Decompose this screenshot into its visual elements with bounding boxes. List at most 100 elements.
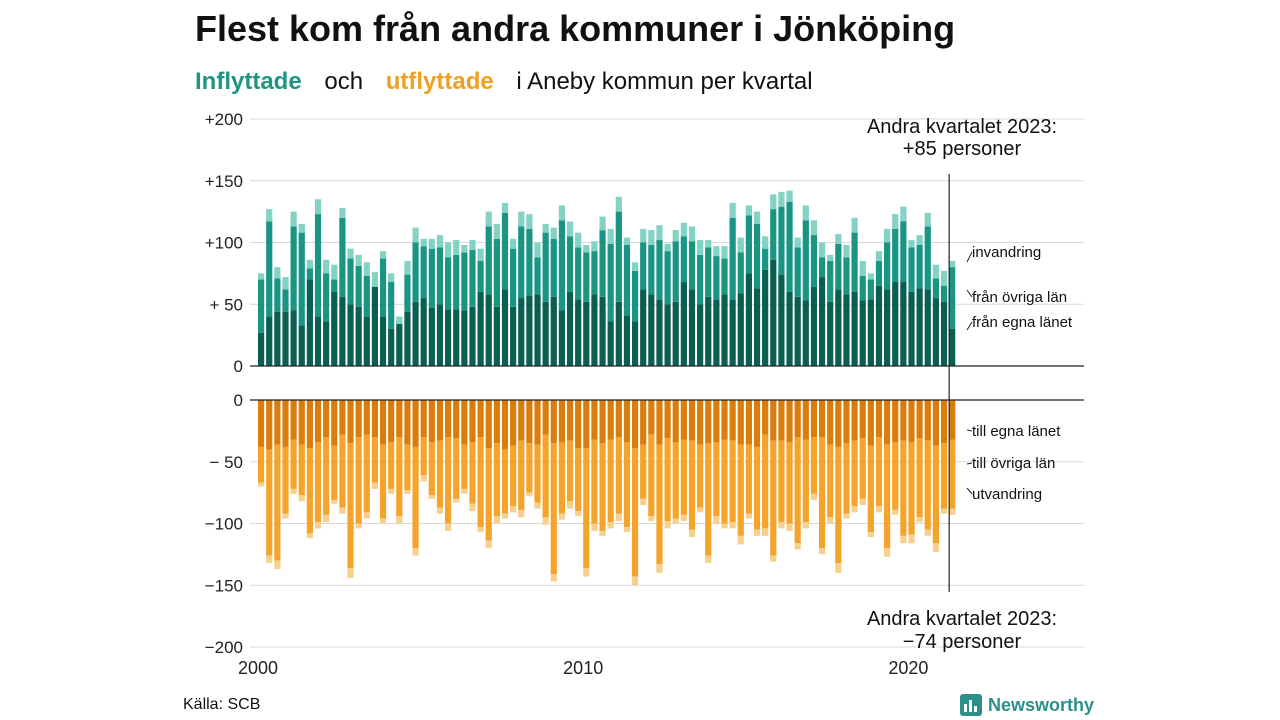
outflow-bar-egna bbox=[282, 400, 289, 447]
outflow-bar-ovriga bbox=[526, 443, 533, 493]
outflow-bar-egna bbox=[835, 400, 842, 447]
series-leader-line bbox=[966, 462, 973, 465]
outflow-bar-ovriga bbox=[631, 448, 639, 577]
inflow-bar-invandring bbox=[778, 191, 785, 207]
outflow-bar-utvandring bbox=[388, 488, 395, 494]
outflow-bar-utvandring bbox=[648, 516, 655, 522]
outflow-bar-utvandring bbox=[615, 513, 622, 522]
inflow-bar-egna bbox=[713, 299, 720, 366]
outflow-bar-utvandring bbox=[274, 560, 281, 570]
inflow-bar-egna bbox=[721, 294, 728, 366]
outflow-bar-egna bbox=[314, 400, 322, 442]
outflow-bar-utvandring bbox=[688, 529, 696, 538]
inflow-bar-egna bbox=[388, 328, 395, 366]
outflow-bar-ovriga bbox=[258, 446, 265, 483]
annotation-top-line2: +85 personer bbox=[903, 138, 1022, 160]
inflow-bar-egna bbox=[518, 298, 525, 366]
inflow-bar-invandring bbox=[664, 243, 671, 252]
inflow-bar-ovriga bbox=[298, 232, 305, 326]
outflow-bar-egna bbox=[705, 400, 712, 444]
inflow-bar-ovriga bbox=[672, 241, 679, 302]
inflow-bar-invandring bbox=[916, 235, 923, 245]
outflow-bar-utvandring bbox=[363, 512, 370, 519]
inflow-bar-invandring bbox=[518, 211, 525, 227]
inflow-bar-invandring bbox=[688, 226, 696, 242]
outflow-bar-egna bbox=[331, 400, 338, 446]
inflow-bar-invandring bbox=[949, 261, 956, 268]
outflow-bar-egna bbox=[648, 400, 655, 435]
inflow-bar-ovriga bbox=[282, 289, 289, 312]
outflow-bar-utvandring bbox=[258, 482, 265, 487]
inflow-bar-ovriga bbox=[737, 252, 744, 294]
inflow-bar-invandring bbox=[607, 228, 614, 244]
outflow-bar-ovriga bbox=[266, 449, 273, 556]
outflow-bar-egna bbox=[810, 400, 818, 438]
inflow-bar-ovriga bbox=[566, 236, 574, 292]
inflow-bar-invandring bbox=[282, 277, 289, 290]
outflow-bar-ovriga bbox=[274, 444, 281, 561]
inflow-bar-ovriga bbox=[786, 201, 793, 292]
outflow-bar-egna bbox=[436, 400, 444, 441]
outflow-bar-utvandring bbox=[713, 516, 720, 524]
inflow-bar-egna bbox=[453, 309, 460, 366]
outflow-bar-ovriga bbox=[656, 444, 663, 565]
inflow-bar-invandring bbox=[510, 238, 517, 249]
inflow-bar-invandring bbox=[501, 202, 509, 213]
subtitle-utflyttade: utflyttade bbox=[385, 68, 494, 95]
outflow-bar-utvandring bbox=[884, 548, 891, 557]
inflow-bar-egna bbox=[859, 300, 866, 366]
inflow-bar-invandring bbox=[640, 228, 647, 243]
inflow-bar-egna bbox=[892, 282, 899, 366]
outflow-bar-egna bbox=[518, 400, 525, 441]
outflow-bar-egna bbox=[323, 400, 330, 438]
inflow-bar-egna bbox=[323, 321, 330, 366]
inflow-bar-ovriga bbox=[729, 217, 736, 300]
inflow-bar-egna bbox=[697, 304, 704, 366]
inflow-bar-ovriga bbox=[949, 267, 956, 329]
outflow-bar-ovriga bbox=[875, 437, 883, 507]
outflow-bar-egna bbox=[851, 400, 858, 441]
inflow-bar-ovriga bbox=[306, 268, 313, 280]
outflow-bar-egna bbox=[908, 400, 915, 442]
inflow-bar-egna bbox=[347, 304, 354, 366]
inflow-bar-egna bbox=[900, 282, 907, 366]
outflow-bar-egna bbox=[558, 400, 566, 442]
outflow-bar-egna bbox=[388, 400, 395, 442]
inflow-bar-invandring bbox=[575, 232, 582, 248]
series-label: till övriga län bbox=[972, 455, 1055, 472]
inflow-bar-invandring bbox=[680, 222, 687, 237]
inflow-bar-egna bbox=[534, 294, 541, 366]
inflow-bar-invandring bbox=[290, 211, 297, 227]
outflow-bar-egna bbox=[875, 400, 883, 438]
inflow-bar-invandring bbox=[566, 221, 574, 237]
inflow-bar-invandring bbox=[266, 209, 273, 222]
outflow-bar-ovriga bbox=[485, 448, 492, 541]
inflow-bar-egna bbox=[266, 316, 273, 366]
inflow-bar-egna bbox=[688, 289, 696, 366]
inflow-bar-ovriga bbox=[688, 241, 696, 290]
inflow-bar-egna bbox=[818, 277, 826, 366]
outflow-bar-egna bbox=[599, 400, 606, 444]
outflow-bar-utvandring bbox=[306, 533, 313, 539]
inflow-bar-invandring bbox=[940, 270, 948, 286]
outflow-bar-ovriga bbox=[347, 443, 354, 568]
series-label: från övriga län bbox=[972, 289, 1067, 306]
outflow-bar-utvandring bbox=[501, 513, 509, 519]
outflow-bar-utvandring bbox=[461, 488, 468, 494]
inflow-bar-invandring bbox=[404, 261, 411, 275]
inflow-bar-invandring bbox=[908, 240, 915, 248]
inflow-bar-egna bbox=[753, 288, 761, 366]
outflow-bar-egna bbox=[607, 400, 614, 440]
inflow-bar-ovriga bbox=[615, 211, 622, 302]
outflow-bar-egna bbox=[575, 400, 582, 449]
inflow-bar-egna bbox=[428, 307, 435, 366]
outflow-bar-utvandring bbox=[753, 529, 761, 536]
inflow-bar-egna bbox=[924, 289, 931, 366]
series-leader-line bbox=[966, 321, 973, 331]
outflow-bar-egna bbox=[900, 400, 907, 441]
inflow-bar-invandring bbox=[558, 205, 566, 221]
inflow-bar-egna bbox=[469, 306, 476, 366]
inflow-bar-ovriga bbox=[518, 226, 525, 299]
inflow-bar-egna bbox=[444, 309, 452, 366]
outflow-bar-egna bbox=[363, 400, 370, 435]
